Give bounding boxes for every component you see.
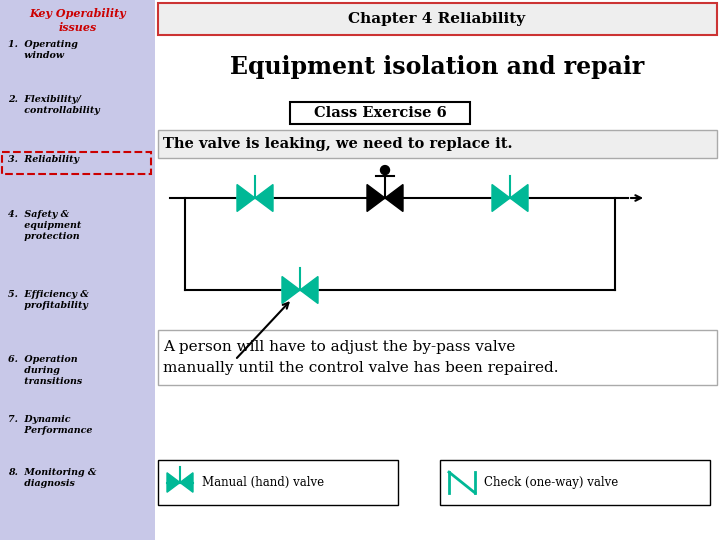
Polygon shape — [510, 185, 528, 212]
Bar — [0, 0, 155, 540]
Text: Class Exercise 6: Class Exercise 6 — [314, 106, 446, 120]
Polygon shape — [180, 472, 193, 492]
Text: A person will have to adjust the by-pass valve
manually until the control valve : A person will have to adjust the by-pass… — [163, 340, 559, 375]
Bar — [158, 3, 717, 35]
Text: Equipment isolation and repair: Equipment isolation and repair — [230, 55, 644, 79]
Polygon shape — [367, 185, 385, 212]
Text: 5.  Efficiency &
     profitability: 5. Efficiency & profitability — [8, 290, 89, 310]
Text: Key Operability: Key Operability — [29, 8, 126, 19]
Polygon shape — [300, 276, 318, 303]
Text: The valve is leaking, we need to replace it.: The valve is leaking, we need to replace… — [163, 137, 513, 151]
Polygon shape — [282, 276, 300, 303]
Polygon shape — [167, 472, 180, 492]
Text: 6.  Operation
     during
     transitions: 6. Operation during transitions — [8, 355, 82, 386]
Bar — [2, 152, 151, 174]
Bar — [440, 460, 710, 505]
Text: 2.  Flexibility/
     controllability: 2. Flexibility/ controllability — [8, 95, 100, 115]
Polygon shape — [385, 185, 403, 212]
Bar — [158, 130, 717, 158]
Polygon shape — [255, 185, 273, 212]
Text: 4.  Safety &
     equipment
     protection: 4. Safety & equipment protection — [8, 210, 81, 241]
Text: Check (one-way) valve: Check (one-way) valve — [484, 476, 618, 489]
Text: Chapter 4 Reliability: Chapter 4 Reliability — [348, 12, 526, 26]
Circle shape — [380, 166, 390, 174]
Bar — [158, 460, 398, 505]
Text: 7.  Dynamic
     Performance: 7. Dynamic Performance — [8, 415, 92, 435]
Text: 8.  Monitoring &
     diagnosis: 8. Monitoring & diagnosis — [8, 468, 96, 488]
Polygon shape — [237, 185, 255, 212]
Bar — [158, 330, 717, 385]
Polygon shape — [492, 185, 510, 212]
Text: Manual (hand) valve: Manual (hand) valve — [202, 476, 324, 489]
Bar — [290, 102, 470, 124]
Text: 1.  Operating
     window: 1. Operating window — [8, 40, 78, 60]
Text: issues: issues — [58, 22, 96, 33]
Text: 3.  Reliability: 3. Reliability — [8, 155, 79, 164]
